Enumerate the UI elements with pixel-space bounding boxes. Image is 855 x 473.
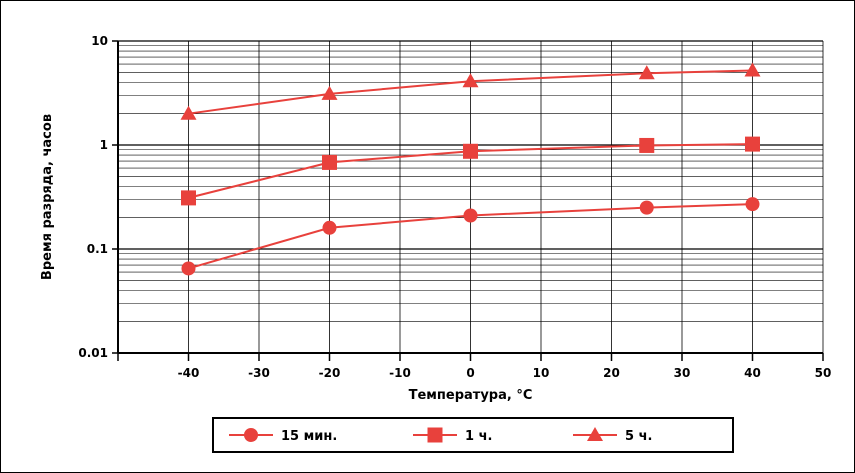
x-tick-label: 50 [815, 366, 832, 380]
x-tick-label: 30 [674, 366, 691, 380]
axes [112, 40, 824, 361]
x-tick-label: -10 [389, 366, 411, 380]
tick-labels: -40 -30 -20 -10 0 10 20 30 40 50 0.01 0.1 1 10 [78, 34, 831, 380]
series-circle [181, 197, 760, 276]
x-tick-label: 10 [533, 366, 550, 380]
series-triangle [180, 62, 761, 120]
y-tick-label: 1 [100, 138, 108, 152]
data-point [462, 73, 479, 88]
x-tick-label: 0 [466, 366, 474, 380]
y-axis-title: Время разряда, часов [40, 114, 55, 280]
data-point [463, 143, 478, 159]
data-point [181, 190, 196, 206]
series [180, 62, 761, 276]
y-tick-label: 0.01 [78, 346, 108, 360]
data-point [322, 220, 337, 235]
legend-label: 5 ч. [625, 429, 652, 444]
legend-label: 1 ч. [465, 429, 492, 444]
x-tick-label: -40 [178, 366, 200, 380]
data-point [463, 208, 478, 223]
data-point [321, 85, 338, 100]
x-tick-label: -30 [248, 366, 270, 380]
x-tick-label: -20 [319, 366, 341, 380]
x-tick-label: 20 [603, 366, 620, 380]
data-point [639, 200, 654, 215]
data-point [745, 136, 760, 152]
legend-swatch-marker [587, 427, 603, 441]
grid [117, 40, 824, 354]
data-point [322, 154, 337, 170]
legend-items: 15 мин. 1 ч. 5 ч. [229, 427, 652, 444]
legend-swatch-marker [244, 428, 258, 442]
legend-item: 15 мин. [229, 428, 337, 444]
data-point [745, 197, 760, 212]
legend-label: 15 мин. [281, 429, 337, 444]
x-tick-label: 40 [744, 366, 761, 380]
legend: 15 мин. 1 ч. 5 ч. [212, 417, 734, 453]
legend-item: 1 ч. [413, 427, 492, 444]
y-tick-label: 10 [91, 34, 108, 48]
series-square [181, 136, 760, 206]
legend-item: 5 ч. [573, 427, 652, 444]
data-point [744, 62, 761, 77]
data-point [180, 105, 197, 120]
y-tick-label: 0.1 [87, 242, 108, 256]
legend-box [212, 417, 734, 453]
x-axis-title: Температура, °C [409, 388, 533, 403]
legend-swatch-marker [427, 427, 443, 443]
data-point [639, 137, 655, 153]
data-point [638, 65, 655, 80]
data-point [181, 261, 196, 276]
